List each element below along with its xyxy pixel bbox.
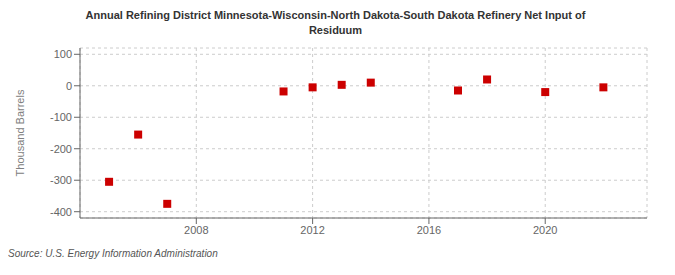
html-text:Annual Refining District Minne: Annual Refining District Minnesota-Wisco…	[85, 9, 586, 21]
svg-text:Thousand Barrels: Thousand Barrels	[14, 89, 26, 176]
svg-text:-300: -300	[50, 174, 72, 186]
svg-text:2020: 2020	[533, 224, 557, 236]
svg-text:2008: 2008	[184, 224, 208, 236]
svg-text:-400: -400	[50, 206, 72, 218]
html-text:Residuum: Residuum	[308, 24, 363, 36]
svg-text:-100: -100	[50, 111, 72, 123]
svg-text:0: 0	[66, 80, 72, 92]
svg-text:2016: 2016	[417, 224, 441, 236]
svg-text:100: 100	[54, 48, 72, 60]
svg-text:2012: 2012	[300, 224, 324, 236]
svg-text:-200: -200	[50, 143, 72, 155]
html-text:Source: U.S. Energy Informatio: Source: U.S. Energy Information Administ…	[8, 248, 218, 259]
